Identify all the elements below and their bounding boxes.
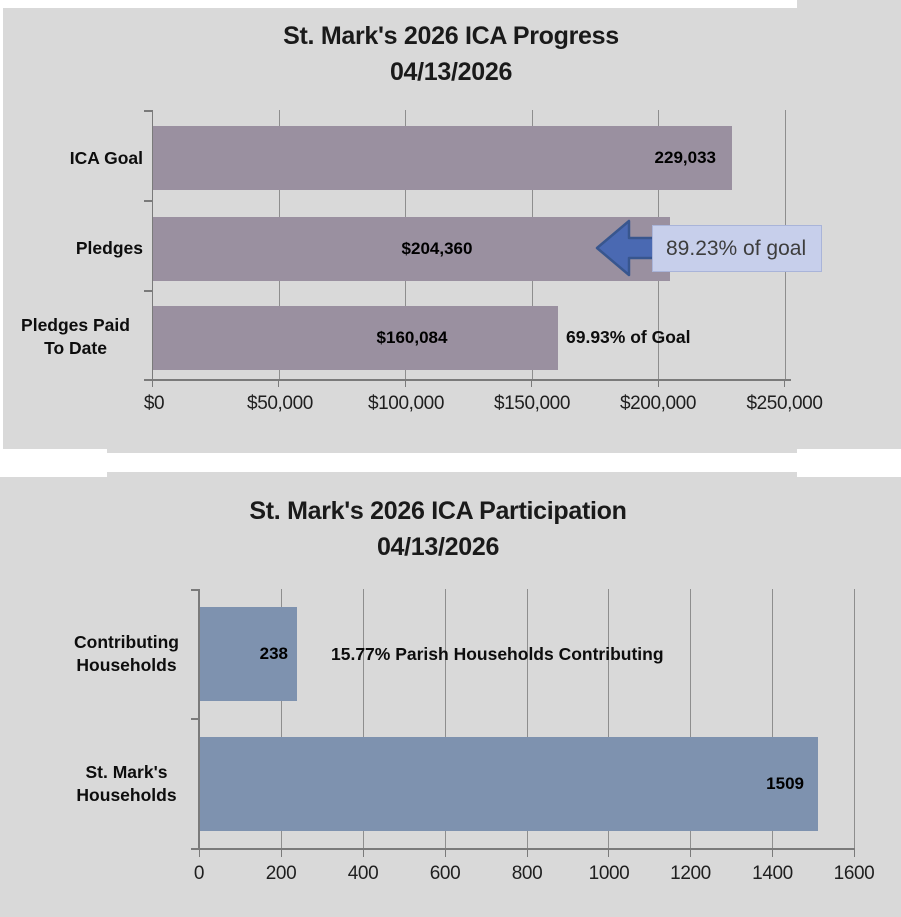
- tick: [784, 380, 785, 387]
- x-tick-label: $250,000: [746, 393, 823, 414]
- left-arrow-icon: [595, 219, 659, 277]
- x-tick-label: $150,000: [493, 393, 571, 414]
- chart1-title-line1: St. Mark's 2026 ICA Progress: [283, 22, 619, 50]
- x-tick-label: $0: [143, 393, 165, 414]
- annotation-participation: 15.77% Parish Households Contributing: [331, 644, 664, 664]
- x-tick-label: 1000: [588, 863, 630, 884]
- tick: [144, 110, 152, 112]
- tick: [280, 849, 282, 857]
- data-label-pledges: $204,360: [401, 239, 473, 258]
- tick: [151, 380, 153, 387]
- category-label-line: Households: [76, 785, 177, 805]
- gridline: [690, 589, 692, 848]
- gridline: [854, 589, 856, 848]
- gridline: [362, 589, 364, 848]
- bar-contributing-households: [200, 607, 298, 701]
- callout-pledges-percent: 89.23% of goal: [652, 225, 822, 272]
- chart1-title-line2: 04/13/2026: [389, 58, 513, 86]
- tick: [144, 379, 152, 381]
- x-tick-label: 600: [429, 863, 461, 884]
- tick: [144, 290, 152, 292]
- tick: [191, 589, 199, 591]
- tick: [198, 849, 200, 857]
- tick: [191, 848, 199, 850]
- x-tick-label: 1400: [752, 863, 793, 884]
- chart1-y-axis: [151, 110, 153, 380]
- chart1-background-right: [797, 0, 901, 449]
- chart1-title: St. Mark's 2026 ICA Progress 04/13/2026: [101, 18, 801, 90]
- x-tick-label: $100,000: [367, 393, 445, 414]
- x-tick-label: $200,000: [619, 393, 697, 414]
- gridline: [772, 589, 774, 848]
- tick: [191, 718, 199, 720]
- x-tick-label: 1200: [670, 863, 711, 884]
- tick: [772, 849, 774, 857]
- gridline: [526, 589, 528, 848]
- bar-pledges-paid: [153, 306, 558, 370]
- category-label-st-marks: St. Mark's Households: [53, 761, 200, 807]
- data-label-contributing: 238: [259, 644, 288, 663]
- annotation-pledges-paid: 69.93% of Goal: [566, 327, 691, 347]
- tick: [444, 849, 446, 857]
- tick: [531, 380, 532, 387]
- tick: [362, 849, 364, 857]
- tick: [854, 849, 855, 857]
- callout-text: 89.23% of goal: [666, 236, 807, 260]
- x-tick-label: 0: [193, 863, 205, 884]
- tick: [526, 849, 528, 857]
- chart2-title: St. Mark's 2026 ICA Participation 04/13/…: [38, 493, 838, 565]
- x-tick-label: $50,000: [247, 393, 313, 414]
- data-label-st-marks: 1509: [766, 774, 804, 793]
- bar-st-marks-households: [200, 737, 818, 831]
- tick: [144, 200, 152, 202]
- data-label-ica-goal: 229,033: [654, 148, 716, 167]
- category-label-contributing: Contributing Households: [53, 631, 200, 677]
- category-label-ica-goal: ICA Goal: [69, 148, 143, 168]
- x-tick-label: 400: [347, 863, 379, 884]
- chart2-background: [0, 477, 901, 917]
- chart2-x-axis: [198, 848, 855, 850]
- chart2-top-strip: [107, 472, 797, 477]
- category-label-line: Pledges Paid: [21, 315, 130, 335]
- bar-ica-goal: [153, 126, 732, 190]
- category-label-line: Households: [76, 655, 177, 675]
- x-tick-label: 1600: [833, 863, 875, 884]
- data-label-pledges-paid: $160,084: [376, 328, 448, 347]
- chart2-title-line1: St. Mark's 2026 ICA Participation: [249, 497, 627, 525]
- gridline: [280, 589, 282, 848]
- tick: [690, 849, 692, 857]
- bar-pledges: [153, 217, 670, 281]
- category-label-pledges-paid: Pledges Paid To Date: [8, 314, 143, 360]
- tick: [278, 380, 279, 387]
- tick: [404, 380, 406, 387]
- category-label-line: To Date: [44, 338, 107, 358]
- gridline: [444, 589, 446, 848]
- x-tick-label: 800: [511, 863, 543, 884]
- chart1-x-axis: [151, 379, 791, 381]
- x-tick-label: 200: [265, 863, 297, 884]
- category-label-pledges: Pledges: [75, 238, 143, 258]
- tick: [608, 849, 610, 857]
- chart2-title-line2: 04/13/2026: [376, 533, 500, 561]
- chart1-bottom-strip: [107, 449, 797, 453]
- tick: [657, 380, 659, 387]
- category-label-line: St. Mark's: [85, 762, 168, 782]
- gridline: [608, 589, 610, 848]
- category-label-line: Contributing: [74, 632, 179, 652]
